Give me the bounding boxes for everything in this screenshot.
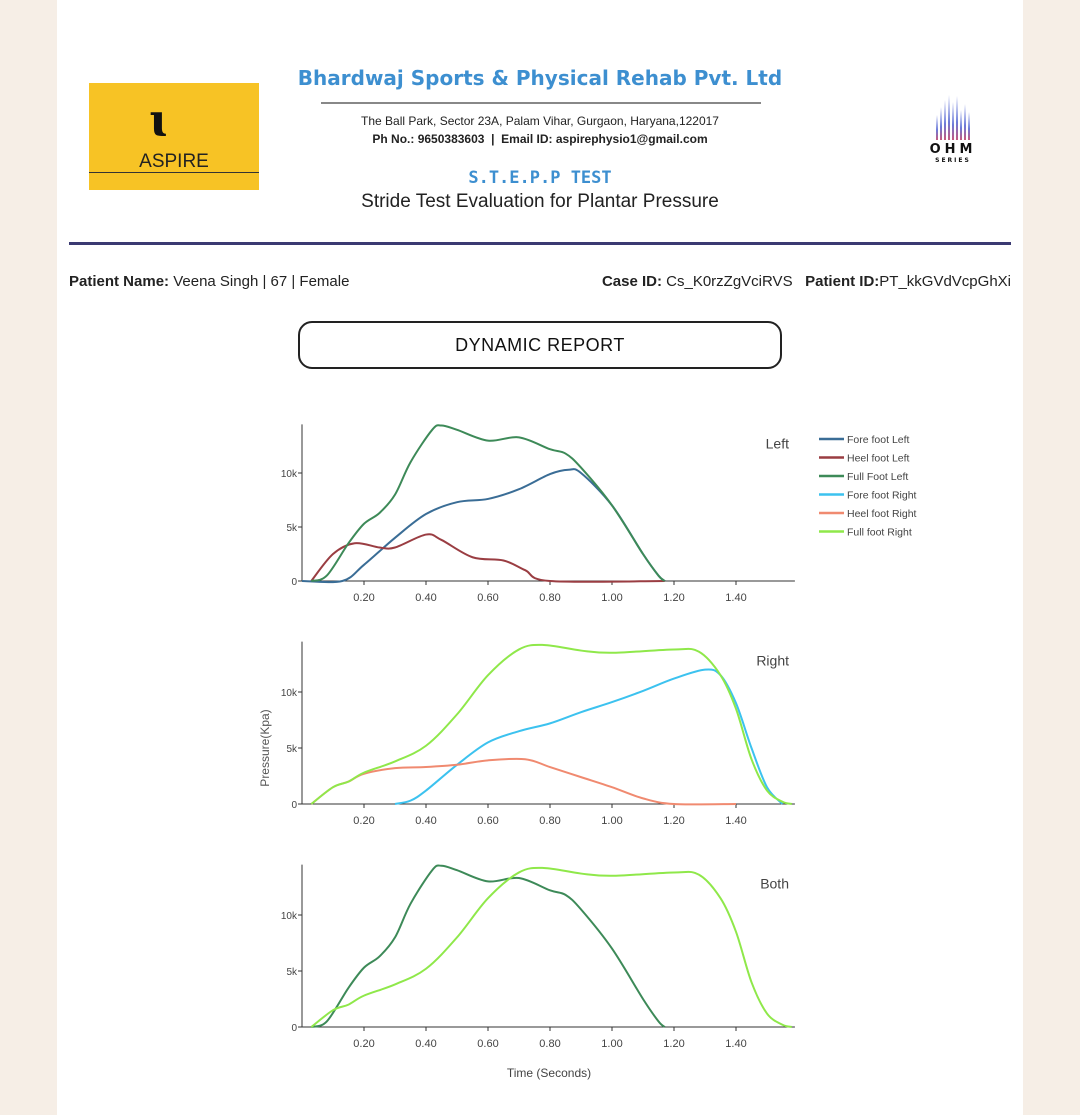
x-tick-label: 1.00: [601, 815, 622, 827]
series-line-fore-foot-right: [394, 668, 784, 805]
header-divider: [69, 242, 1011, 245]
phone: 9650383603: [417, 132, 485, 146]
report-title: DYNAMIC REPORT: [298, 321, 782, 369]
legend-item: Heel foot Left: [847, 453, 910, 465]
x-tick-label: 0.20: [353, 1038, 374, 1050]
x-tick-label: 0.80: [539, 1038, 560, 1050]
ohm-text: OHM: [929, 142, 977, 157]
y-axis-label: Pressure(Kpa): [258, 709, 272, 786]
email-label: Email ID:: [501, 132, 553, 146]
x-tick-label: 0.60: [477, 1038, 498, 1050]
x-tick-label: 1.20: [663, 1038, 684, 1050]
ohm-sub: SERIES: [935, 157, 971, 164]
patient-ids: Case ID: Cs_K0rzZgVciRVS Patient ID:PT_k…: [602, 273, 1011, 290]
legend-item: Full Foot Left: [847, 471, 908, 483]
x-tick-label: 1.40: [725, 592, 746, 604]
x-tick-label: 1.20: [663, 815, 684, 827]
report-page: ɩ ASPIRE Bhardwaj Sports & Physical Reha…: [57, 0, 1023, 1115]
patient-id-value: PT_kkGVdVcpGhXi: [879, 273, 1011, 290]
series-line-full-foot-right: [310, 866, 793, 1028]
case-id-label: Case ID:: [601, 273, 662, 290]
aspire-logo: ɩ ASPIRE: [89, 83, 259, 190]
series-line-full-foot-left: [310, 424, 666, 582]
contact-line: Ph No.: 9650383603 | Email ID: aspirephy…: [372, 132, 708, 146]
ohm-bars-icon: [923, 95, 983, 140]
aspire-logo-text: ASPIRE: [139, 151, 209, 172]
series-line-fore-foot-left: [301, 468, 666, 584]
x-tick-label: 0.20: [353, 592, 374, 604]
series-line-full-foot-left: [310, 864, 666, 1028]
x-tick-label: 0.60: [477, 592, 498, 604]
address: The Ball Park, Sector 23A, Palam Vihar, …: [361, 114, 719, 128]
x-tick-label: 1.40: [725, 815, 746, 827]
y-tick-label: 10k: [281, 469, 298, 480]
x-tick-label: 0.80: [539, 592, 560, 604]
ohm-logo: OHM SERIES: [923, 95, 983, 185]
x-tick-label: 0.60: [477, 815, 498, 827]
x-tick-label: 1.00: [601, 592, 622, 604]
legend-item: Heel foot Right: [847, 508, 917, 520]
jumping-figure-icon: ɩ: [149, 93, 167, 147]
y-tick-label: 10k: [281, 911, 298, 922]
y-tick-label: 0: [291, 1023, 297, 1034]
patient-name-value: Veena Singh | 67 | Female: [173, 273, 350, 290]
y-tick-label: 5k: [286, 744, 298, 755]
y-tick-label: 5k: [286, 523, 298, 534]
x-tick-label: 0.80: [539, 815, 560, 827]
y-tick-label: 10k: [281, 688, 298, 699]
chart-title: Both: [760, 876, 789, 892]
x-tick-label: 1.40: [725, 1038, 746, 1050]
series-line-heel-foot-right: [310, 757, 737, 806]
company-name: Bhardwaj Sports & Physical Rehab Pvt. Lt…: [297, 66, 783, 90]
case-id-value: Cs_K0rzZgVciRVS: [666, 273, 793, 290]
chart-left: 0.20 0.40 0.60 0.80 1.00 1.20 1.40 0 5k 10k Left Fo…: [281, 424, 917, 604]
series-line-heel-foot-left: [310, 533, 665, 583]
patient-id-label: Patient ID:: [805, 273, 880, 290]
x-tick-label: 0.40: [415, 592, 436, 604]
phone-label: Ph No.:: [372, 132, 415, 146]
chart-both: 0.20 0.40 0.60 0.80 1.00 1.20 1.40 0 5k 10k Both Ti…: [281, 864, 795, 1080]
y-tick-label: 0: [291, 577, 297, 588]
test-full-name: Stride Test Evaluation for Plantar Press…: [361, 191, 719, 212]
patient-name-label: Patient Name:: [69, 273, 170, 290]
x-tick-label: 0.20: [353, 815, 374, 827]
chart-right: 0.20 0.40 0.60 0.80 1.00 1.20 1.40 0 5k 10k Right P…: [258, 641, 795, 827]
x-tick-label: 1.20: [663, 592, 684, 604]
patient-name: Patient Name: Veena Singh | 67 | Female: [69, 273, 349, 290]
y-tick-label: 5k: [286, 967, 298, 978]
chart-title: Left: [766, 435, 789, 451]
charts: 0.20 0.40 0.60 0.80 1.00 1.20 1.40 0 5k 10k Left Fo…: [258, 424, 917, 1080]
x-tick-label: 0.40: [415, 1038, 436, 1050]
legend-item: Fore foot Left: [847, 434, 910, 446]
y-tick-label: 0: [291, 800, 297, 811]
series-line-full-foot-right: [310, 643, 793, 805]
x-tick-label: 0.40: [415, 815, 436, 827]
logo-tagline: [89, 172, 259, 173]
email: aspirephysio1@gmail.com: [555, 132, 708, 146]
legend-item: Full foot Right: [847, 527, 912, 539]
x-tick-label: 1.00: [601, 1038, 622, 1050]
test-name: S.T.E.P.P TEST: [468, 168, 612, 188]
chart-title: Right: [756, 653, 789, 669]
legend-item: Fore foot Right: [847, 490, 917, 502]
divider: [321, 102, 761, 104]
x-axis-label: Time (Seconds): [507, 1066, 591, 1080]
